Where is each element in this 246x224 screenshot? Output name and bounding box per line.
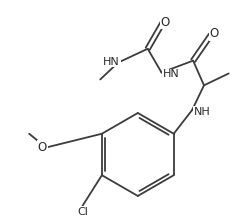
Text: O: O bbox=[38, 141, 47, 154]
Text: NH: NH bbox=[194, 107, 211, 117]
Text: O: O bbox=[161, 16, 170, 29]
Text: Cl: Cl bbox=[77, 207, 88, 217]
Text: O: O bbox=[209, 28, 218, 41]
Text: HN: HN bbox=[103, 57, 120, 67]
Text: HN: HN bbox=[163, 69, 179, 80]
